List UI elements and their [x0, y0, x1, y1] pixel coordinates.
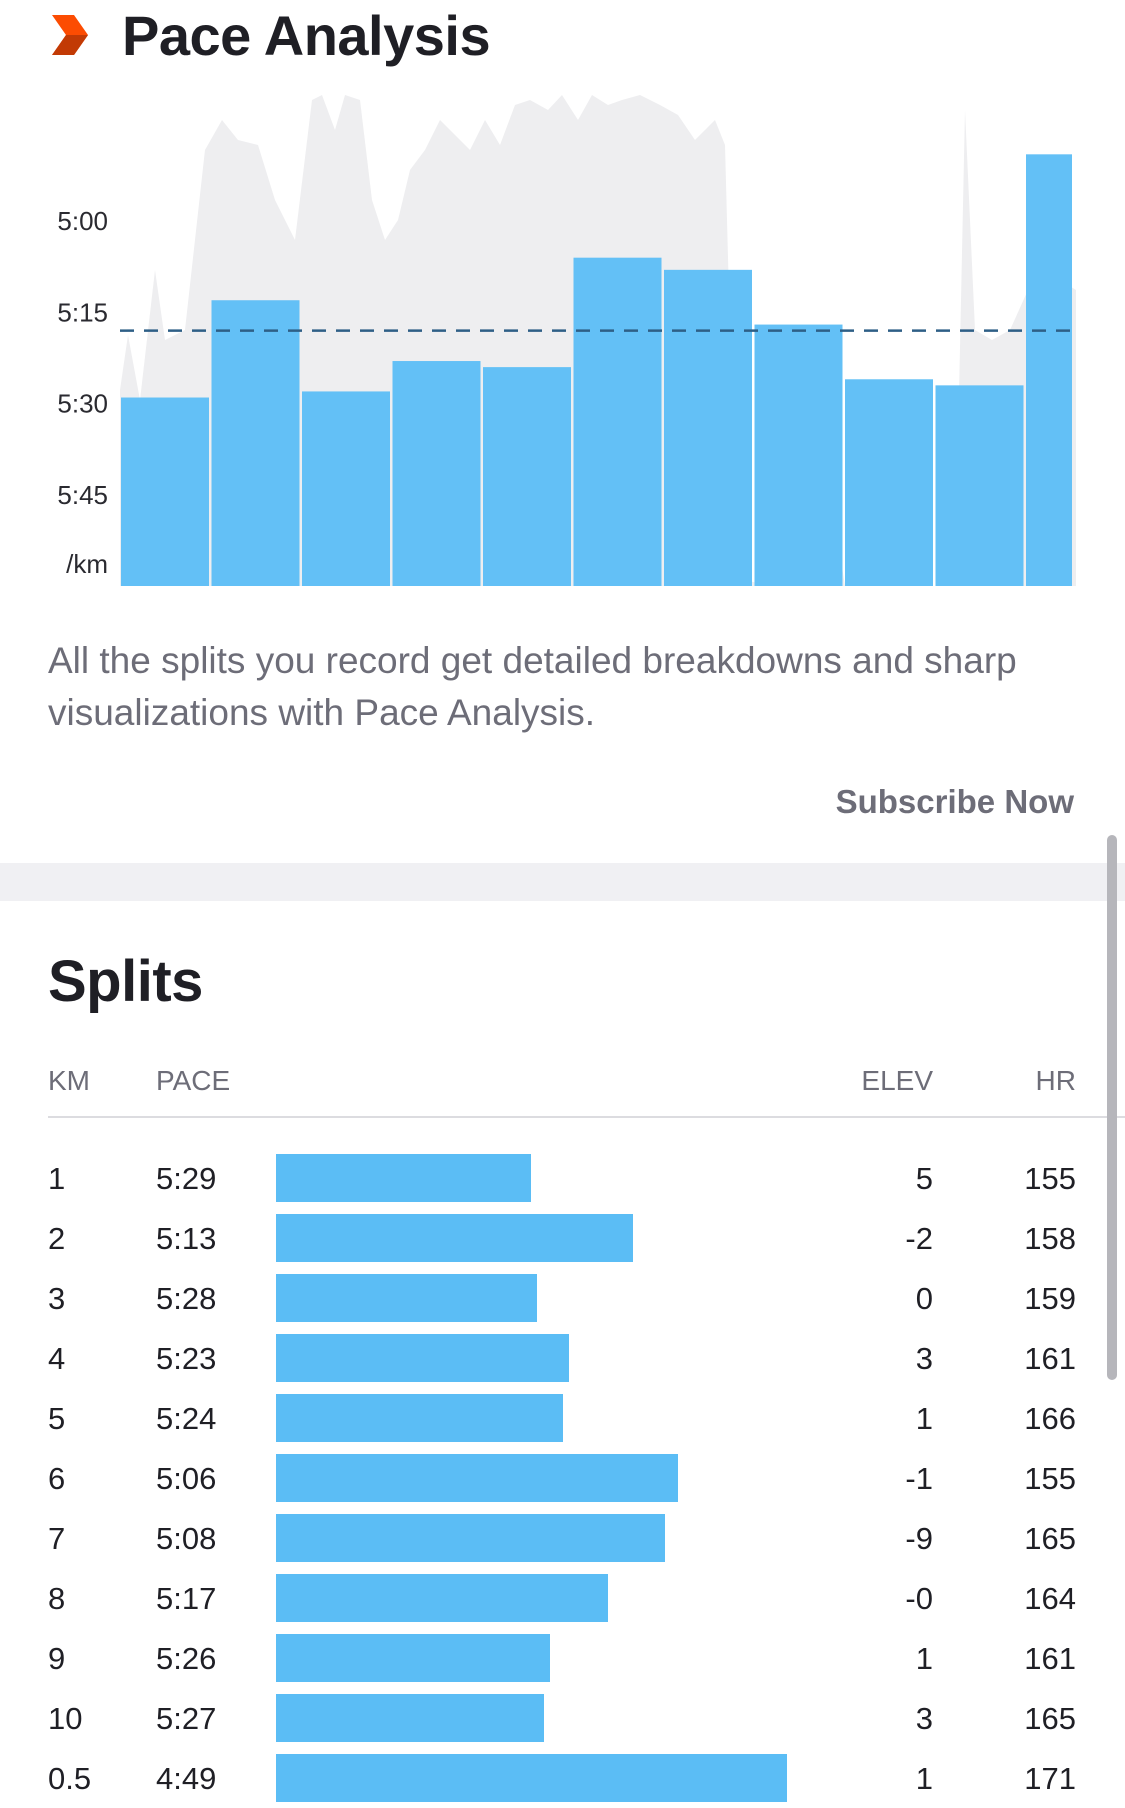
split-pace-bar [276, 1634, 551, 1682]
y-tick-label: 5:00 [57, 206, 108, 236]
scrollbar[interactable] [1107, 835, 1117, 1380]
split-pace: 5:06 [156, 1461, 217, 1496]
split-hr: 166 [1024, 1401, 1076, 1436]
split-pace: 5:13 [156, 1221, 217, 1256]
split-pace-bar [276, 1574, 608, 1622]
split-km: 0.5 [48, 1761, 92, 1796]
split-km: 2 [48, 1221, 66, 1256]
pace-analysis-description: All the splits you record get detailed b… [48, 640, 1017, 733]
split-bars [121, 154, 1072, 586]
split-pace: 4:49 [156, 1761, 217, 1796]
split-pace: 5:08 [156, 1521, 217, 1556]
y-tick-label: 5:45 [57, 480, 108, 510]
split-pace: 5:29 [156, 1161, 217, 1196]
split-elev: 3 [915, 1701, 933, 1736]
split-pace: 5:28 [156, 1281, 217, 1316]
pace-bar-6 [573, 257, 662, 586]
split-pace-bar [276, 1514, 666, 1562]
y-tick-label: /km [66, 549, 108, 579]
split-hr: 159 [1024, 1281, 1076, 1316]
split-row: 8 5:17 -0 164 [0, 1568, 1125, 1628]
pace-bar-7 [664, 269, 752, 586]
split-row: 1 5:29 5 155 [0, 1148, 1125, 1208]
split-pace-bar [276, 1454, 679, 1502]
header-divider [48, 1116, 1125, 1118]
pace-bar-3 [302, 391, 390, 586]
pace-bar-2 [211, 300, 300, 586]
pace-bar-10 [935, 385, 1024, 586]
split-elev: 3 [915, 1341, 933, 1376]
split-hr: 161 [1024, 1341, 1076, 1376]
split-pace-bar [276, 1154, 531, 1202]
split-hr: 158 [1024, 1221, 1076, 1256]
split-elev: 1 [915, 1401, 933, 1436]
section-header: Pace Analysis [48, 0, 491, 70]
page-title: Pace Analysis [122, 3, 491, 67]
split-km: 1 [48, 1161, 66, 1196]
split-pace-bar [276, 1334, 570, 1382]
split-pace: 5:24 [156, 1401, 217, 1436]
pace-bar-4 [392, 361, 481, 586]
split-km: 10 [48, 1701, 83, 1736]
column-header-pace: PACE [156, 1065, 231, 1096]
split-row: 5 5:24 1 166 [0, 1388, 1125, 1448]
split-elev: -9 [905, 1521, 933, 1556]
section-divider [0, 863, 1125, 901]
split-hr: 171 [1024, 1761, 1076, 1796]
split-km: 9 [48, 1641, 66, 1676]
pace-analysis-chart: 5:00 5:15 5:30 5:45/km [57, 95, 1076, 586]
split-km: 6 [48, 1461, 66, 1496]
split-elev: 0 [915, 1281, 933, 1316]
split-pace: 5:17 [156, 1581, 217, 1616]
split-elev: 5 [915, 1161, 933, 1196]
split-pace: 5:27 [156, 1701, 217, 1736]
split-km: 5 [48, 1401, 66, 1436]
split-pace-bar [276, 1214, 634, 1262]
split-km: 3 [48, 1281, 66, 1316]
split-pace-bar [276, 1754, 787, 1802]
pace-bar-9 [845, 379, 933, 586]
split-hr: 164 [1024, 1581, 1076, 1616]
split-hr: 165 [1024, 1521, 1076, 1556]
pace-bar-1 [121, 397, 209, 586]
split-hr: 165 [1024, 1701, 1076, 1736]
split-elev: -1 [905, 1461, 933, 1496]
y-axis-ticks: 5:00 5:15 5:30 5:45/km [57, 206, 108, 579]
split-pace-bar [276, 1694, 544, 1742]
split-row: 6 5:06 -1 155 [0, 1448, 1125, 1508]
split-elev: -2 [905, 1221, 933, 1256]
split-pace-bar [276, 1274, 538, 1322]
y-tick-label: 5:30 [57, 389, 108, 419]
split-elev: -0 [905, 1581, 933, 1616]
split-hr: 155 [1024, 1161, 1076, 1196]
split-elev: 1 [915, 1641, 933, 1676]
split-hr: 155 [1024, 1461, 1076, 1496]
split-row: 10 5:27 3 165 [0, 1688, 1125, 1748]
y-tick-label: 5:15 [57, 297, 108, 327]
column-header-hr: HR [1035, 1065, 1076, 1096]
splits-list: 1 5:29 5 155 2 5:13 -2 158 3 5:28 0 159 … [0, 1148, 1125, 1808]
subscribe-now-button[interactable]: Subscribe Now [835, 783, 1074, 820]
split-row: 4 5:23 3 161 [0, 1328, 1125, 1388]
column-header-km: KM [48, 1065, 90, 1096]
split-pace: 5:23 [156, 1341, 217, 1376]
pace-bar-0.5 [1026, 154, 1072, 586]
split-km: 4 [48, 1341, 66, 1376]
split-row: 7 5:08 -9 165 [0, 1508, 1125, 1568]
split-row: 0.5 4:49 1 171 [0, 1748, 1125, 1808]
split-pace-bar [276, 1394, 563, 1442]
strava-chevron-icon [52, 15, 88, 55]
split-elev: 1 [915, 1761, 933, 1796]
split-row: 3 5:28 0 159 [0, 1268, 1125, 1328]
split-km: 7 [48, 1521, 66, 1556]
split-pace: 5:26 [156, 1641, 217, 1676]
split-row: 2 5:13 -2 158 [0, 1208, 1125, 1268]
split-row: 9 5:26 1 161 [0, 1628, 1125, 1688]
pace-bar-5 [483, 367, 571, 586]
splits-title: Splits [48, 949, 203, 1014]
column-header-elev: ELEV [861, 1065, 933, 1096]
split-km: 8 [48, 1581, 66, 1616]
pace-bar-8 [754, 324, 843, 586]
split-hr: 161 [1024, 1641, 1076, 1676]
